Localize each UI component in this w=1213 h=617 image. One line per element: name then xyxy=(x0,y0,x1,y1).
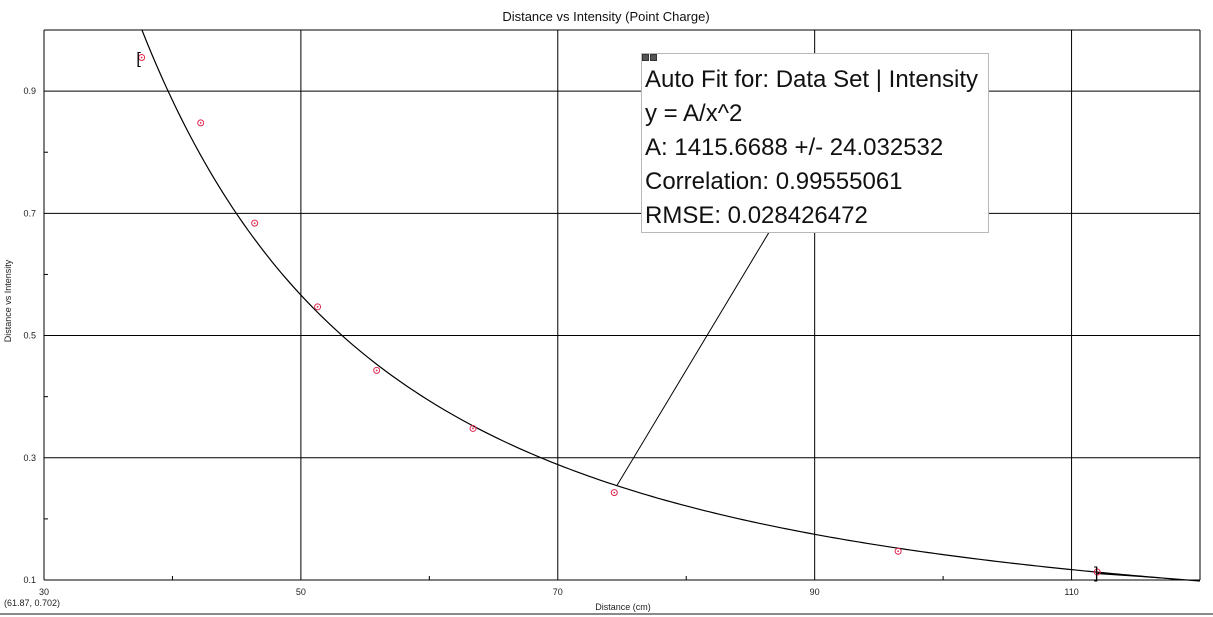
data-point[interactable] xyxy=(894,547,902,555)
grid-lines xyxy=(43,29,1201,581)
annotation-pointer-layer xyxy=(616,228,772,486)
data-point-center xyxy=(140,56,143,59)
fit-title-text: Auto Fit for: Data Set | Intensity xyxy=(645,66,979,93)
y-tick-label: 0.5 xyxy=(23,331,36,341)
data-point[interactable] xyxy=(610,489,618,497)
data-point[interactable] xyxy=(1093,568,1101,576)
y-tick-label: 0.1 xyxy=(23,575,36,585)
y-tick-label: 0.7 xyxy=(23,208,36,218)
data-point-center xyxy=(316,305,319,308)
range-bracket-right[interactable]: ] xyxy=(1094,565,1098,582)
data-point[interactable] xyxy=(197,119,205,127)
fit-parameter-text: A: 1415.6688 +/- 24.032532 xyxy=(645,134,944,161)
annotation-resize-icon[interactable] xyxy=(642,54,649,61)
tick-labels: 30 50 70 90 110 0.1 0.3 0.5 0.7 0.9 xyxy=(23,86,1078,597)
y-tick-label: 0.3 xyxy=(23,453,36,463)
annotation-controls xyxy=(642,54,657,61)
data-point-center xyxy=(199,121,202,124)
auto-fit-annotation[interactable]: Auto Fit for: Data Set | Intensity y = A… xyxy=(641,53,989,233)
x-tick-label: 30 xyxy=(39,587,49,597)
data-point[interactable] xyxy=(314,303,322,311)
fit-tail-shading xyxy=(1097,572,1200,582)
data-point-ring xyxy=(1093,568,1101,576)
fit-curve-layer xyxy=(141,29,1201,582)
data-point-center xyxy=(1096,571,1099,573)
data-point[interactable] xyxy=(373,366,381,374)
data-point-ring xyxy=(894,547,902,555)
x-tick-label: 50 xyxy=(296,587,306,597)
window-bottom-divider xyxy=(0,613,1213,615)
y-axis-title: Distance vs Intensity xyxy=(3,259,13,342)
range-bracket-left[interactable]: [ xyxy=(136,51,141,68)
x-tick-label: 90 xyxy=(810,587,820,597)
data-point-center xyxy=(613,491,616,494)
data-points[interactable] xyxy=(138,54,1101,576)
annotation-options-icon[interactable] xyxy=(650,54,657,61)
annotation-pointer xyxy=(616,228,772,486)
data-point-center xyxy=(253,222,256,225)
coordinate-readout: (61.87, 0.702) xyxy=(4,598,60,608)
x-tick-label: 110 xyxy=(1064,587,1078,597)
chart-title: Distance vs Intensity (Point Charge) xyxy=(502,9,709,24)
data-point-ring xyxy=(373,366,381,374)
data-point-center xyxy=(897,550,900,553)
fit-curve xyxy=(141,29,1201,582)
x-tick-label: 70 xyxy=(553,587,563,597)
data-point-ring xyxy=(469,424,477,432)
data-point[interactable] xyxy=(138,54,146,61)
fit-equation-text: y = A/x^2 xyxy=(645,100,743,127)
data-point-ring xyxy=(610,489,618,497)
minor-ticks xyxy=(44,29,944,580)
data-point[interactable] xyxy=(469,424,477,432)
fit-correlation-text: Correlation: 0.99555061 xyxy=(645,168,903,195)
data-point-ring xyxy=(197,119,205,127)
data-point[interactable] xyxy=(251,219,259,227)
data-point-ring xyxy=(138,54,146,61)
range-brackets[interactable]: [] xyxy=(136,51,1098,583)
data-point-ring xyxy=(251,219,259,227)
fit-rmse-text: RMSE: 0.028426472 xyxy=(645,202,868,229)
y-tick-label: 0.9 xyxy=(23,86,36,96)
data-point-center xyxy=(472,427,474,430)
data-point-ring xyxy=(314,303,322,311)
data-point-center xyxy=(375,369,378,372)
x-axis-title: Distance (cm) xyxy=(595,602,651,612)
